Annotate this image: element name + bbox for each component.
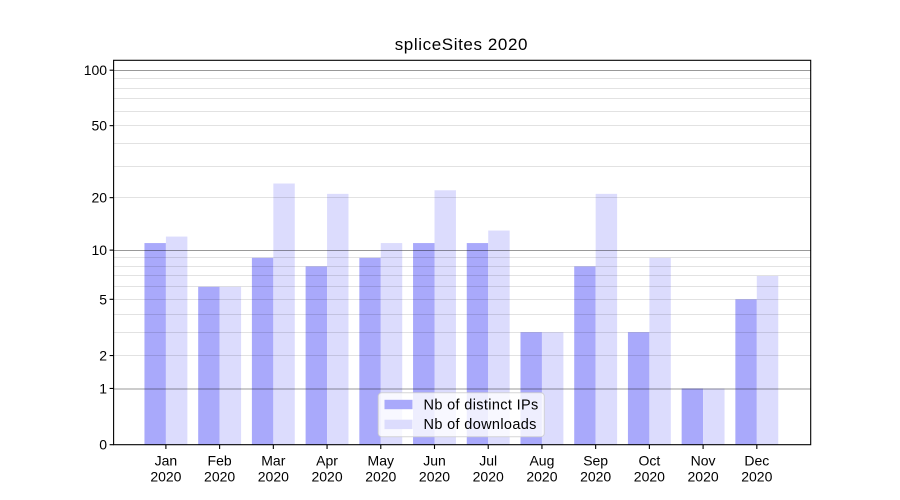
svg-text:2020: 2020 [419, 469, 450, 485]
svg-text:Mar: Mar [261, 453, 285, 469]
svg-text:0: 0 [99, 437, 107, 453]
svg-text:Jan: Jan [155, 453, 178, 469]
svg-text:Jun: Jun [423, 453, 446, 469]
svg-text:100: 100 [84, 62, 108, 78]
svg-text:Dec: Dec [744, 453, 769, 469]
svg-text:Feb: Feb [208, 453, 232, 469]
svg-text:Nov: Nov [691, 453, 716, 469]
svg-text:50: 50 [92, 118, 108, 134]
svg-text:2: 2 [99, 348, 107, 364]
svg-text:2020: 2020 [688, 469, 719, 485]
svg-text:2020: 2020 [258, 469, 289, 485]
svg-text:Jul: Jul [479, 453, 497, 469]
svg-text:1: 1 [99, 380, 107, 396]
svg-text:May: May [368, 453, 394, 469]
svg-text:20: 20 [92, 190, 108, 206]
svg-text:2020: 2020 [741, 469, 772, 485]
svg-text:Nb of distinct IPs: Nb of distinct IPs [424, 397, 539, 413]
svg-text:2020: 2020 [634, 469, 665, 485]
svg-text:2020: 2020 [365, 469, 396, 485]
svg-text:Sep: Sep [583, 453, 608, 469]
svg-text:10: 10 [92, 242, 108, 258]
svg-text:spliceSites 2020: spliceSites 2020 [395, 35, 528, 54]
svg-text:2020: 2020 [204, 469, 235, 485]
svg-text:Apr: Apr [316, 453, 338, 469]
svg-text:2020: 2020 [473, 469, 504, 485]
svg-text:5: 5 [99, 291, 107, 307]
svg-text:2020: 2020 [580, 469, 611, 485]
svg-text:2020: 2020 [526, 469, 557, 485]
svg-text:Oct: Oct [638, 453, 660, 469]
svg-text:2020: 2020 [311, 469, 342, 485]
svg-text:Nb of downloads: Nb of downloads [424, 417, 537, 433]
svg-text:Aug: Aug [529, 453, 554, 469]
svg-text:2020: 2020 [150, 469, 181, 485]
